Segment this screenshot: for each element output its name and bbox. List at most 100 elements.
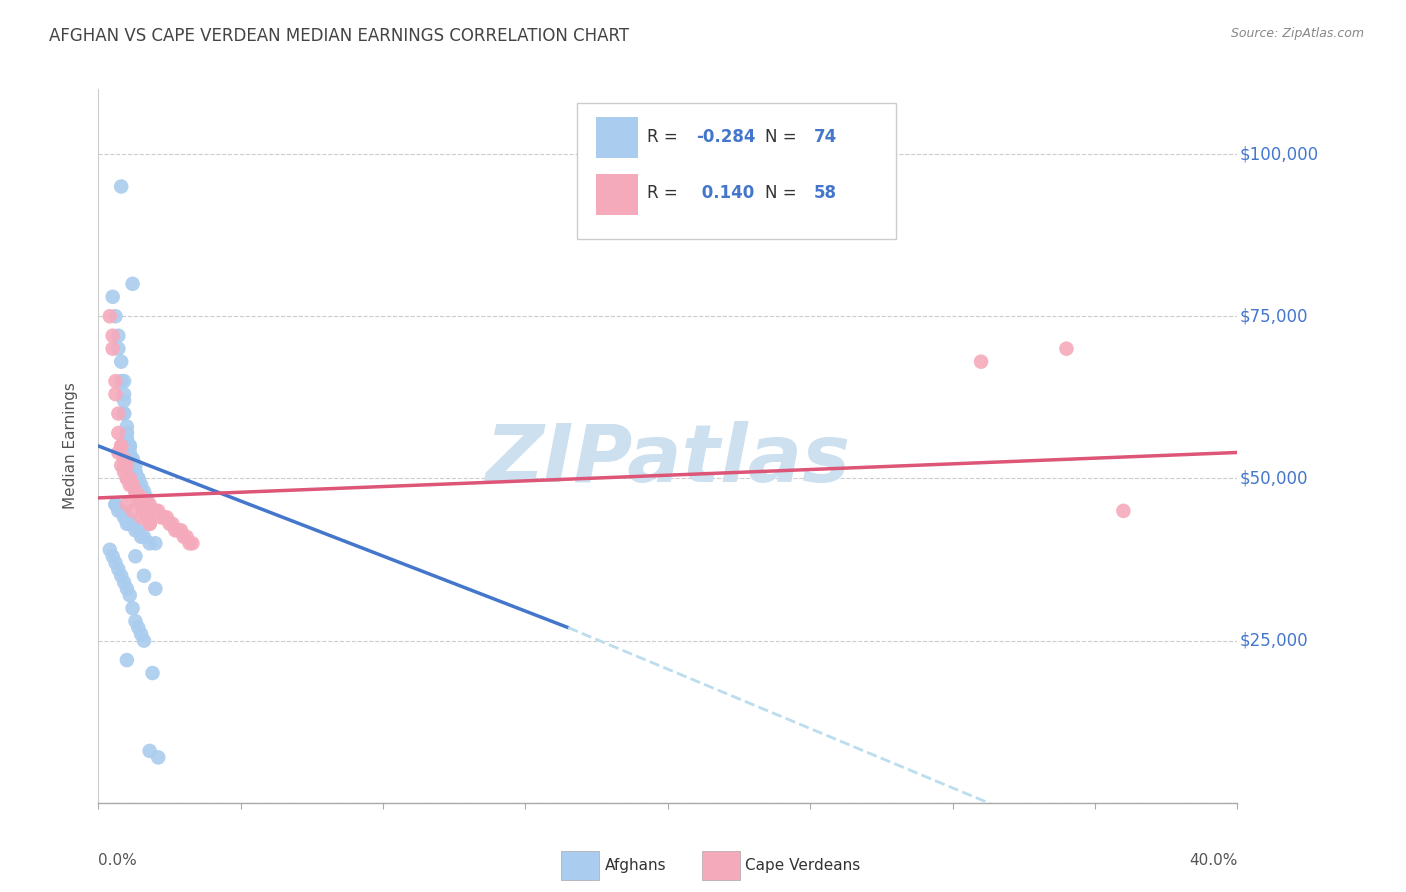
Point [129, 484, 152, 499]
Point [107, 425, 129, 440]
Point [124, 458, 146, 473]
Point [173, 530, 195, 544]
Point [162, 516, 184, 531]
Point [107, 504, 129, 518]
Point [138, 744, 160, 758]
Text: $100,000: $100,000 [1240, 145, 1319, 163]
Point [127, 491, 149, 505]
Point [112, 374, 135, 388]
Point [121, 458, 143, 473]
Point [110, 568, 132, 582]
Point [115, 653, 138, 667]
Point [124, 465, 146, 479]
Point [110, 458, 132, 473]
FancyBboxPatch shape [596, 117, 638, 158]
Point [118, 439, 141, 453]
Point [110, 179, 132, 194]
Text: 0.0%: 0.0% [98, 853, 138, 868]
Point [145, 536, 167, 550]
Point [118, 439, 141, 453]
Point [107, 407, 129, 421]
Point [115, 425, 138, 440]
Point [121, 458, 143, 473]
Point [129, 491, 152, 505]
Text: $50,000: $50,000 [1240, 469, 1308, 487]
Point [115, 582, 138, 596]
Point [112, 407, 135, 421]
Y-axis label: Median Earnings: Median Earnings [63, 383, 77, 509]
Point [115, 516, 138, 531]
Point [127, 621, 149, 635]
Text: $25,000: $25,000 [1240, 632, 1308, 649]
Point [110, 504, 132, 518]
Point [121, 452, 143, 467]
Point [132, 568, 155, 582]
Point [112, 393, 135, 408]
Point [132, 633, 155, 648]
Point [167, 524, 190, 538]
Point [104, 497, 127, 511]
Point [121, 601, 143, 615]
Point [153, 510, 176, 524]
Point [135, 491, 157, 505]
Point [1056, 342, 1078, 356]
Point [1112, 504, 1135, 518]
Text: 40.0%: 40.0% [1189, 853, 1237, 868]
Text: N =: N = [765, 128, 801, 146]
Point [132, 504, 155, 518]
Point [110, 439, 132, 453]
Point [127, 471, 149, 485]
Point [115, 497, 138, 511]
Text: $75,000: $75,000 [1240, 307, 1308, 326]
Point [115, 510, 138, 524]
Point [145, 582, 167, 596]
Point [121, 478, 143, 492]
Point [148, 504, 170, 518]
Point [159, 516, 181, 531]
Point [115, 458, 138, 473]
Point [110, 439, 132, 453]
Point [98, 542, 121, 557]
Point [104, 387, 127, 401]
Point [115, 433, 138, 447]
FancyBboxPatch shape [596, 174, 638, 215]
Point [115, 433, 138, 447]
Point [101, 342, 124, 356]
Point [156, 510, 179, 524]
Point [101, 549, 124, 564]
Point [129, 491, 152, 505]
Point [129, 478, 152, 492]
Point [115, 425, 138, 440]
Point [124, 484, 146, 499]
Text: N =: N = [765, 184, 801, 202]
Point [101, 290, 124, 304]
Point [129, 530, 152, 544]
Point [115, 419, 138, 434]
Text: 58: 58 [814, 184, 837, 202]
Point [118, 471, 141, 485]
Point [107, 342, 129, 356]
Text: R =: R = [647, 184, 683, 202]
Point [181, 536, 204, 550]
Point [124, 471, 146, 485]
Point [129, 484, 152, 499]
Point [124, 465, 146, 479]
Point [129, 627, 152, 641]
Point [129, 497, 152, 511]
Point [110, 354, 132, 368]
Point [121, 478, 143, 492]
Point [115, 471, 138, 485]
Point [118, 516, 141, 531]
Point [132, 530, 155, 544]
Point [112, 407, 135, 421]
Point [132, 497, 155, 511]
Point [124, 614, 146, 628]
Text: AFGHAN VS CAPE VERDEAN MEDIAN EARNINGS CORRELATION CHART: AFGHAN VS CAPE VERDEAN MEDIAN EARNINGS C… [49, 27, 630, 45]
Point [101, 328, 124, 343]
Point [127, 524, 149, 538]
Point [176, 530, 198, 544]
Point [135, 510, 157, 524]
Text: Afghans: Afghans [605, 858, 666, 872]
Point [138, 497, 160, 511]
Point [145, 504, 167, 518]
